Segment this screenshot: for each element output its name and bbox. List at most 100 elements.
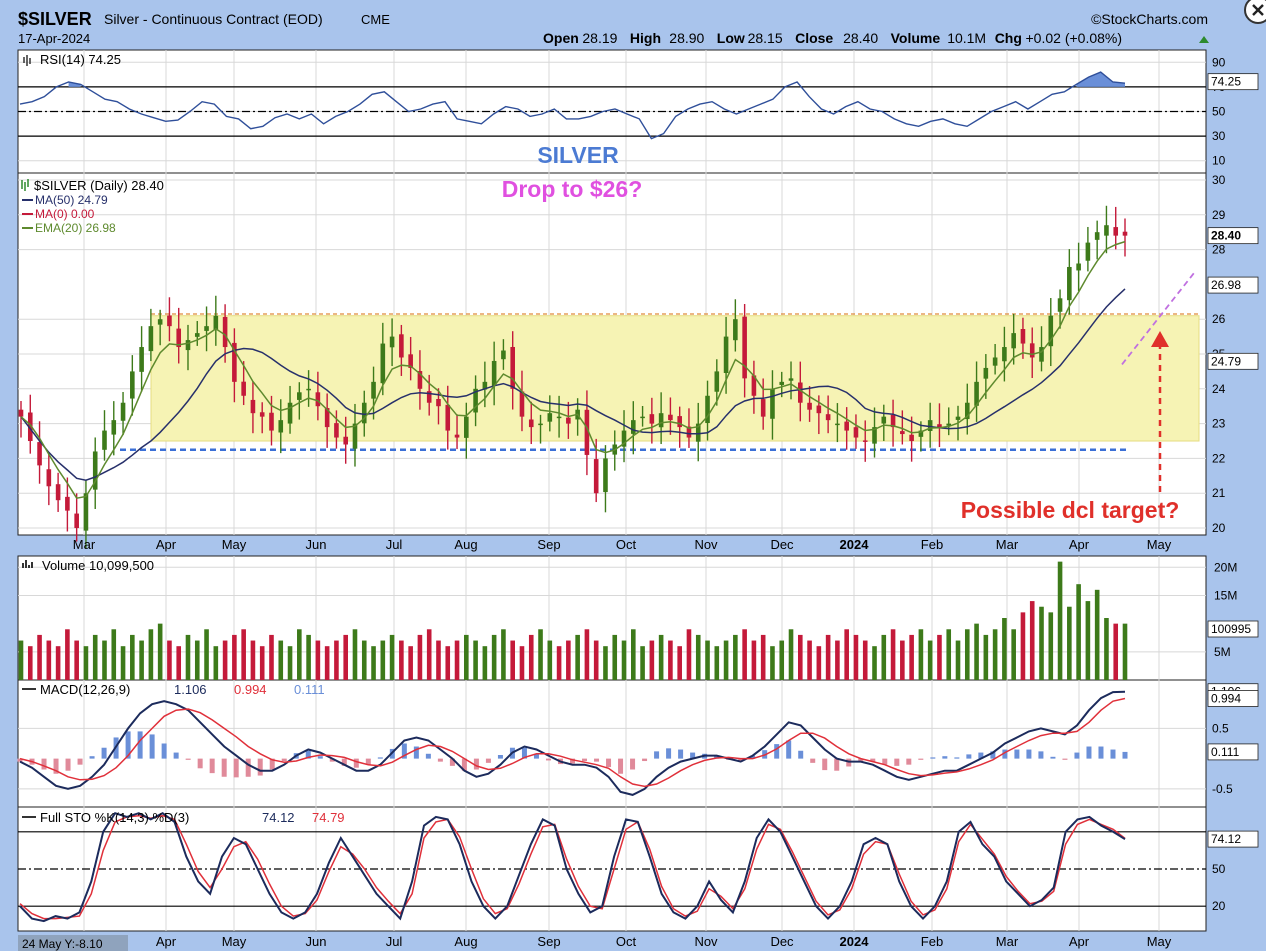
sto-legend-value: 74.12 — [262, 810, 295, 825]
price-candle — [640, 405, 645, 427]
price-tick: 23 — [1212, 417, 1226, 431]
price-candle — [1094, 220, 1100, 260]
candle-body — [714, 371, 720, 392]
price-candle — [352, 403, 358, 467]
volume-bar — [501, 629, 506, 680]
candle-body — [269, 412, 274, 431]
volume-bar — [1002, 618, 1007, 680]
volume-bar — [352, 629, 358, 680]
candle-body — [751, 375, 757, 396]
candle-body — [640, 416, 645, 419]
candle-body — [519, 391, 525, 417]
price-candle — [1020, 317, 1026, 359]
ohlc-label: Open — [543, 30, 579, 46]
volume-bar — [807, 640, 812, 680]
rsi-line — [19, 71, 1126, 140]
macd-histogram-bar — [894, 758, 900, 766]
candle-body — [881, 416, 887, 424]
price-last-label: 24.79 — [1211, 354, 1241, 368]
candle-body — [723, 336, 729, 374]
candle-body — [1039, 347, 1044, 362]
candle-body — [1067, 266, 1072, 301]
macd-histogram-bar — [1098, 746, 1104, 759]
price-candle — [83, 479, 89, 549]
volume-bar — [380, 640, 386, 680]
volume-bar — [640, 646, 645, 680]
volume-bar — [538, 629, 543, 680]
price-candle — [862, 420, 868, 462]
change-up-icon — [1199, 36, 1209, 43]
candle-body — [454, 434, 460, 438]
volume-bar — [760, 634, 766, 680]
volume-bar — [695, 634, 701, 680]
price-candle — [371, 366, 376, 420]
month-label: Jul — [386, 934, 403, 949]
macd-histogram-bar — [1038, 751, 1044, 759]
price-candle — [677, 406, 682, 448]
price-candle — [695, 402, 701, 462]
price-candle — [185, 324, 191, 371]
candle-body — [464, 416, 469, 438]
price-candle — [547, 395, 553, 432]
candle-body — [37, 442, 42, 466]
volume-bar — [315, 640, 321, 680]
candle-body — [222, 316, 228, 348]
candle-body — [862, 440, 868, 442]
volume-bar — [185, 634, 191, 680]
volume-bar — [946, 629, 952, 680]
candle-body — [259, 412, 265, 417]
candle-body — [297, 392, 302, 400]
ohlc-label: Close — [795, 30, 833, 46]
price-tick: 22 — [1212, 451, 1226, 465]
sto-last-label: 74.12 — [1211, 832, 1241, 846]
price-candle — [733, 299, 738, 352]
macd-histogram-bar — [990, 751, 996, 759]
volume-bar — [269, 634, 274, 680]
volume-bar — [92, 634, 98, 680]
month-label: Mar — [996, 537, 1019, 552]
candle-body — [1113, 227, 1119, 236]
volume-bar — [399, 640, 404, 680]
macd-histogram-bar — [870, 758, 876, 762]
volume-bar — [584, 629, 590, 680]
volume-bar — [148, 629, 154, 680]
macd-histogram-bar — [185, 758, 191, 760]
rsi-tick: 30 — [1212, 129, 1226, 143]
price-candle — [631, 401, 636, 455]
price-candle — [974, 361, 979, 422]
volume-bar — [844, 629, 849, 680]
macd-histogram-bar — [473, 758, 479, 770]
price-candle — [380, 322, 386, 396]
footer-info-box — [18, 935, 128, 951]
price-candle — [1057, 289, 1063, 329]
close-button[interactable] — [1244, 0, 1266, 24]
macd-tick: 0.5 — [1212, 721, 1229, 735]
volume-bar — [371, 646, 376, 680]
volume-bar — [167, 640, 172, 680]
month-label: Sep — [537, 537, 560, 552]
price-candle — [1002, 326, 1007, 382]
candle-body — [937, 424, 942, 428]
price-candle — [18, 400, 24, 438]
macd-histogram-bar — [425, 753, 431, 759]
candle-body — [974, 381, 979, 406]
macd-histogram-bar — [858, 758, 864, 762]
candle-body — [1094, 232, 1100, 240]
macd-histogram-bar — [89, 756, 95, 759]
candle-body — [1085, 242, 1091, 261]
month-label: Feb — [921, 934, 943, 949]
volume-bar — [111, 629, 117, 680]
macd-histogram-bar — [329, 758, 335, 762]
volume-bar — [909, 634, 914, 680]
price-candle — [1104, 205, 1109, 254]
macd-histogram-bar — [533, 754, 539, 759]
candle-body — [232, 342, 237, 382]
candle-body — [695, 423, 701, 442]
ema20-line — [20, 240, 1126, 500]
price-candle — [992, 344, 998, 375]
price-legend-item: MA(0) 0.00 — [35, 207, 95, 221]
rsi-overbought-fill — [1076, 72, 1125, 87]
month-label: Jun — [306, 537, 327, 552]
volume-bar — [992, 629, 998, 680]
candle-body — [352, 423, 358, 449]
